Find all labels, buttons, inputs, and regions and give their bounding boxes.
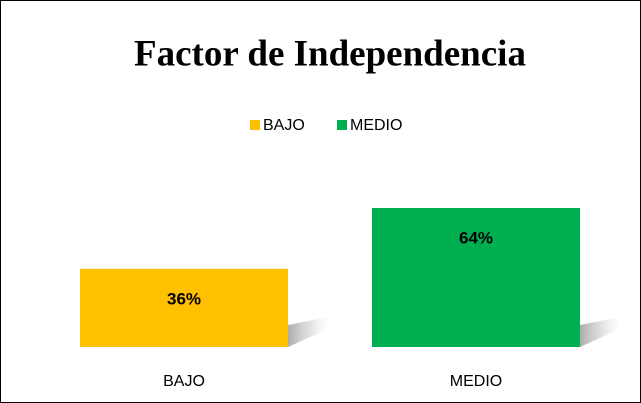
bar-shadow: [580, 317, 620, 347]
x-tick-label: MEDIO: [450, 373, 502, 390]
legend-label: BAJO: [263, 117, 305, 134]
bar-shadow: [288, 317, 328, 347]
bar: [80, 268, 288, 347]
legend-label: MEDIO: [350, 117, 402, 134]
data-label: 36%: [167, 289, 201, 308]
data-label: 64%: [459, 228, 493, 247]
legend-swatch: [337, 120, 347, 130]
x-tick-label: BAJO: [163, 373, 205, 390]
bar: [372, 208, 580, 347]
legend-swatch: [250, 120, 260, 130]
chart-title: Factor de Independencia: [134, 33, 526, 74]
